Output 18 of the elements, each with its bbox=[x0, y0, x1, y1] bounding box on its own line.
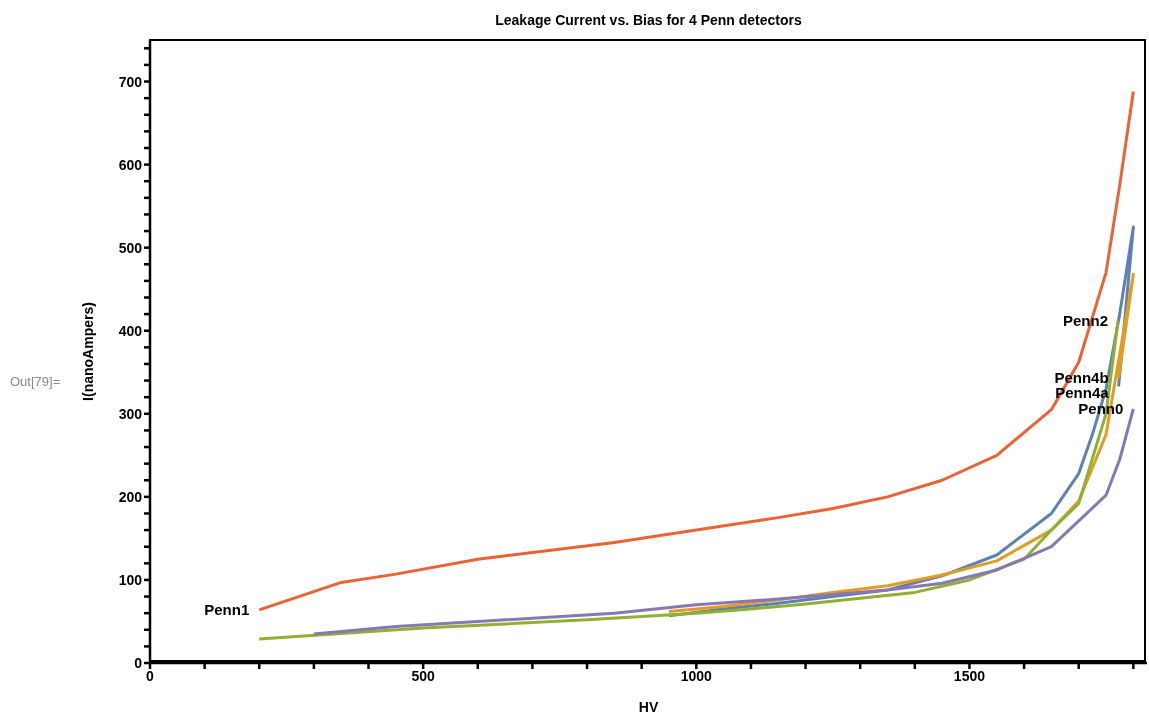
y-tick-label: 300 bbox=[118, 405, 143, 422]
series-label: Penn1 bbox=[204, 600, 250, 618]
y-tick-label: 0 bbox=[134, 654, 143, 671]
chart-title: Leakage Current vs. Bias for 4 Penn detectors bbox=[494, 12, 803, 28]
x-tick-label: 0 bbox=[146, 667, 155, 684]
line-series bbox=[257, 90, 1135, 612]
x-axis-title: HV bbox=[638, 699, 659, 715]
x-tick-label: 500 bbox=[411, 667, 436, 684]
y-tick-label: 100 bbox=[118, 571, 143, 588]
y-tick-label: 500 bbox=[118, 239, 143, 256]
x-tick-label: 1000 bbox=[680, 667, 713, 684]
y-tick-label: 700 bbox=[118, 73, 143, 90]
y-axis-title: I(nanoAmpers) bbox=[79, 302, 96, 401]
y-tick-label: 200 bbox=[118, 488, 143, 505]
y-tick-label: 400 bbox=[118, 322, 143, 339]
y-tick-label: 600 bbox=[118, 156, 143, 173]
text: Out[79]= bbox=[10, 374, 61, 389]
x-tick-label: 1500 bbox=[953, 667, 986, 684]
